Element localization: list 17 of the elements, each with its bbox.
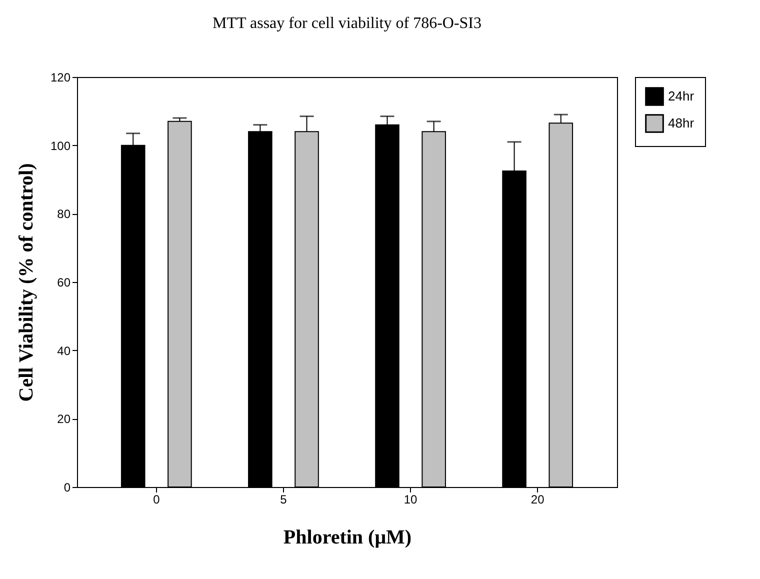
y-tick-label: 60 xyxy=(57,276,71,290)
y-tick-label: 20 xyxy=(57,412,71,426)
x-tick-label: 20 xyxy=(530,492,545,506)
chart-title: MTT assay for cell viability of 786-O-SI3 xyxy=(212,15,482,32)
y-tick-label: 100 xyxy=(50,138,71,153)
x-tick-label: 10 xyxy=(404,492,418,506)
legend-label: 48hr xyxy=(668,116,695,130)
y-tick-label: 80 xyxy=(57,207,71,222)
x-tick-label: 0 xyxy=(153,492,160,506)
x-axis-title: Phloretin (μM) xyxy=(283,526,412,548)
x-tick-label: 5 xyxy=(280,492,288,506)
legend-label: 24hr xyxy=(668,88,695,104)
y-tick-label: 0 xyxy=(64,480,71,494)
y-tick-label: 40 xyxy=(57,344,71,358)
y-tick-label: 120 xyxy=(50,70,71,84)
y-axis-title: Cell Viability (% of control) xyxy=(15,163,38,402)
bar xyxy=(168,120,192,488)
